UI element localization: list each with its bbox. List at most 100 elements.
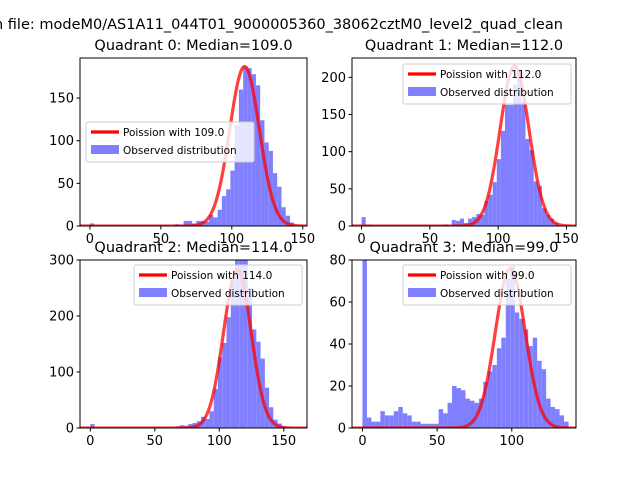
legend-box <box>402 63 572 105</box>
histogram-bar <box>480 214 485 226</box>
y-tick-label: 100 <box>321 145 346 160</box>
histogram-bar <box>528 346 533 428</box>
histogram-bar <box>541 208 546 226</box>
histogram-bar <box>264 142 269 226</box>
histogram-bar <box>411 421 417 428</box>
histogram-bar <box>416 421 421 428</box>
y-tick-label: 300 <box>49 254 74 269</box>
histogram-bar <box>500 130 505 226</box>
histogram-bar <box>452 386 457 428</box>
y-tick-label: 60 <box>329 296 346 311</box>
histogram-bar <box>484 200 489 226</box>
histogram-bar <box>492 182 497 226</box>
histogram-bar <box>451 220 456 226</box>
histogram-bar <box>555 409 560 428</box>
subplot-quadrant-0: 0 50 100 150 0 50 100 150 Quadrant 0: Median=109… <box>49 38 315 247</box>
histogram-bar <box>243 260 248 428</box>
y-tick-label: 200 <box>321 71 346 86</box>
legend-box <box>85 121 255 163</box>
histogram-bar <box>504 104 510 226</box>
histogram-bar <box>230 170 235 226</box>
histogram-bar <box>239 260 244 428</box>
histogram-bar <box>209 214 214 226</box>
histogram-bar <box>465 398 470 428</box>
legend-hist-swatch <box>408 87 436 96</box>
histogram-bar <box>213 217 218 226</box>
histogram-bar <box>443 413 448 428</box>
histogram-bar <box>517 69 522 226</box>
legend-fit-label: Poission with 99.0 <box>440 270 535 282</box>
x-tick-label: 50 <box>422 232 439 247</box>
y-tick-label: 150 <box>321 108 346 123</box>
histogram-bar <box>447 402 453 428</box>
histogram-bar <box>281 207 286 226</box>
y-tick-label: 200 <box>49 310 74 325</box>
legend-hist-label: Observed distribution <box>440 87 554 99</box>
histogram-bar <box>183 220 188 226</box>
legend-box <box>402 264 572 306</box>
x-tick-label: 0 <box>358 434 366 449</box>
histogram-bar <box>398 407 403 428</box>
histogram-bar <box>550 407 556 428</box>
histogram-bar <box>380 411 385 428</box>
histogram-bar <box>235 260 240 428</box>
x-tick-label: 100 <box>219 232 244 247</box>
legend-box <box>133 264 303 306</box>
histogram-bar <box>205 419 210 428</box>
x-tick-label: 0 <box>86 434 94 449</box>
histogram-bar <box>510 266 515 428</box>
histogram-bar <box>468 218 473 226</box>
histogram-bar <box>389 415 394 428</box>
plot-area <box>80 260 307 428</box>
subplot-quadrant-2: 0 50 100 150 0 100 200 300 Quadrant 2: Median=11… <box>49 240 308 449</box>
x-tick-label: 0 <box>357 232 365 247</box>
x-tick-label: 150 <box>271 434 296 449</box>
legend: Poission with 99.0 Observed distribution <box>402 264 572 306</box>
y-tick-label: 20 <box>329 380 346 395</box>
histogram-bar <box>362 260 367 428</box>
histogram-bar <box>221 196 227 226</box>
y-tick-label: 0 <box>338 220 346 235</box>
axes-frame <box>79 57 308 227</box>
histogram-bar <box>501 337 506 428</box>
subplot-quadrant-3: 0 50 100 0 20 40 60 80 Quadrant 3: Median=99.0 Po… <box>329 240 577 449</box>
histogram-bar <box>541 369 547 428</box>
x-tick-label: 100 <box>486 232 511 247</box>
histogram-bar <box>533 181 538 226</box>
axes-frame <box>351 57 577 227</box>
histogram-bar <box>519 318 524 428</box>
x-tick-label: 50 <box>153 232 170 247</box>
legend-hist-label: Observed distribution <box>440 288 554 300</box>
histogram-bar <box>509 104 514 226</box>
y-tick-label: 150 <box>49 92 74 107</box>
histogram-bar <box>456 388 462 428</box>
histogram-bar <box>218 357 223 428</box>
histogram-bar <box>371 421 376 428</box>
legend-fit-label: Poission with 114.0 <box>171 270 272 282</box>
histogram-bar <box>260 120 265 226</box>
legend-hist-swatch <box>91 145 119 154</box>
histogram-bar <box>546 398 551 428</box>
legend-fit-label: Poission with 112.0 <box>440 69 541 81</box>
histogram-bar <box>459 218 464 226</box>
y-tick-label: 50 <box>329 182 346 197</box>
axes-frame <box>79 259 308 429</box>
histogram-bar <box>222 342 227 428</box>
legend: Poission with 114.0 Observed distribution <box>133 264 303 306</box>
legend-fit-label: Poission with 109.0 <box>123 127 224 139</box>
histogram-bar <box>366 417 372 428</box>
poisson-fit-line <box>352 266 576 428</box>
histogram-bar <box>230 280 236 428</box>
legend: Poission with 112.0 Observed distribution <box>402 63 572 105</box>
histogram-bar <box>514 312 520 428</box>
histogram-bar <box>285 215 290 226</box>
subplot-quadrant-1: 0 50 100 150 0 50 100 150 200 Quadrant 1: Median=… <box>321 38 579 247</box>
histogram-bar <box>204 221 210 226</box>
histogram-bar <box>217 209 222 226</box>
histogram-bar <box>488 194 493 226</box>
histogram-bar <box>434 423 439 428</box>
histogram-bar <box>461 390 466 428</box>
y-tick-label: 0 <box>338 422 346 437</box>
histogram-bar <box>487 371 493 428</box>
